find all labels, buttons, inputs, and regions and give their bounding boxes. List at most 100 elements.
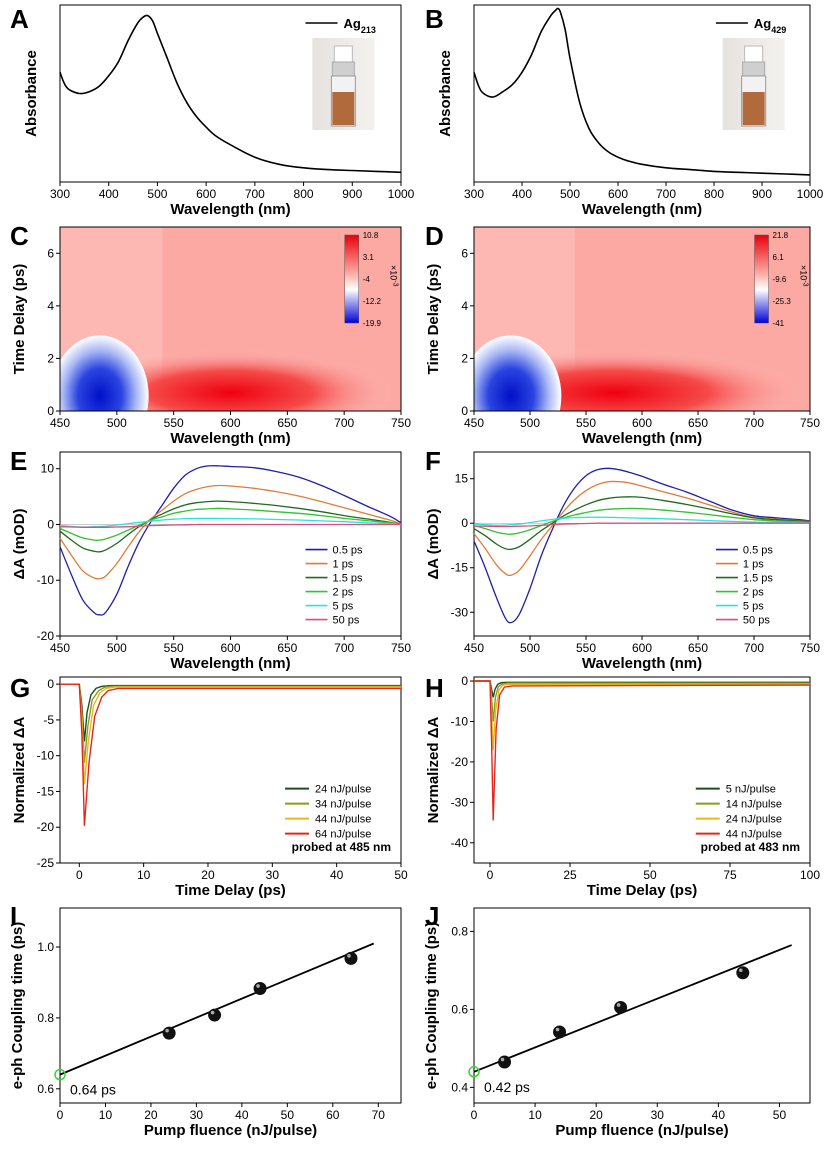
x-tick-label-a: 800 <box>294 187 314 201</box>
x-tick-label-b: 700 <box>656 187 676 201</box>
x-tick-label-h: 50 <box>643 868 657 882</box>
x-tick-label-j: 50 <box>773 1108 787 1122</box>
x-tick-label-f: 500 <box>520 641 540 655</box>
legend-label-a: Ag213 <box>344 16 376 35</box>
y-axis-label-h: Normalized ΔA <box>425 717 442 824</box>
intercept-label-j: 0.42 ps <box>484 1079 530 1095</box>
series-line-g <box>60 683 401 826</box>
x-tick-label-f: 750 <box>800 641 820 655</box>
legend-label-h: 44 nJ/pulse <box>726 829 782 841</box>
data-point-highlight-i <box>210 1010 215 1015</box>
y-axis-label-e: ΔA (mOD) <box>11 508 28 579</box>
x-axis-label-f: Wavelength (nm) <box>582 655 702 672</box>
x-tick-label-h: 75 <box>723 868 737 882</box>
panel-label-d: D <box>425 221 444 251</box>
legend-label-f: 0.5 ps <box>743 545 773 557</box>
x-tick-label-j: 10 <box>528 1108 542 1122</box>
legend-label-e: 5 ps <box>333 601 354 613</box>
x-axis-label-c: Wavelength (nm) <box>170 430 290 447</box>
legend-label-h: 5 nJ/pulse <box>726 784 776 796</box>
x-tick-label-i: 30 <box>190 1108 204 1122</box>
probe-annotation-g: probed at 485 nm <box>292 840 391 854</box>
x-axis-label-e: Wavelength (nm) <box>170 655 290 672</box>
data-point-i <box>253 981 267 995</box>
y-tick-label-g: -25 <box>37 856 55 870</box>
x-tick-label-b: 400 <box>512 187 532 201</box>
legend-label-f: 50 ps <box>743 615 770 627</box>
y-axis-label-j: e-ph Coupling time (ps) <box>423 922 440 1089</box>
y-tick-label-h: -30 <box>451 795 469 809</box>
series-line-f <box>473 507 811 535</box>
data-point-highlight-i <box>347 954 351 958</box>
x-tick-label-h: 100 <box>800 868 820 882</box>
y-tick-label-g: -10 <box>37 749 55 763</box>
x-tick-label-c: 550 <box>164 416 184 430</box>
plot-frame-i <box>59 907 402 1104</box>
x-tick-label-d: 650 <box>688 416 708 430</box>
x-tick-label-f: 600 <box>632 641 652 655</box>
legend-label-g: 24 nJ/pulse <box>315 784 371 796</box>
x-tick-label-a: 1000 <box>388 187 415 201</box>
x-tick-label-e: 700 <box>334 641 354 655</box>
x-tick-label-f: 550 <box>576 641 596 655</box>
probe-annotation-h: probed at 483 nm <box>701 840 800 854</box>
y-tick-label-f: -15 <box>451 561 469 575</box>
x-tick-label-d: 500 <box>520 416 540 430</box>
intercept-label-i: 0.64 ps <box>70 1082 116 1098</box>
x-tick-label-c: 500 <box>107 416 127 430</box>
x-axis-label-g: Time Delay (ps) <box>175 882 286 899</box>
x-tick-label-i: 40 <box>235 1108 249 1122</box>
y-tick-label-i: 1.0 <box>37 940 54 954</box>
y-tick-label-d: 6 <box>461 246 468 260</box>
x-tick-label-b: 1000 <box>797 187 824 201</box>
x-tick-label-a: 700 <box>245 187 265 201</box>
x-tick-label-f: 700 <box>744 641 764 655</box>
y-tick-label-c: 4 <box>47 299 54 313</box>
data-point-highlight-j <box>555 1027 560 1032</box>
x-tick-label-i: 60 <box>326 1108 340 1122</box>
y-tick-label-f: 15 <box>455 472 469 486</box>
series-line-g <box>60 683 401 785</box>
series-line-g <box>60 683 401 763</box>
colorbar-unit-sup-c: -3 <box>392 280 399 286</box>
legend-subscript-b: 429 <box>771 25 786 35</box>
y-tick-label-f: -30 <box>451 605 469 619</box>
x-tick-label-e: 500 <box>107 641 127 655</box>
vial-liquid-a <box>332 92 355 125</box>
fit-line-j <box>473 944 793 1073</box>
x-axis-label-j: Pump fluence (nJ/pulse) <box>555 1122 728 1139</box>
intercept-marker-i <box>54 1068 66 1081</box>
x-tick-label-j: 40 <box>712 1108 726 1122</box>
x-tick-label-f: 650 <box>688 641 708 655</box>
y-tick-label-e: 0 <box>47 517 54 531</box>
x-tick-label-c: 450 <box>50 416 70 430</box>
y-axis-label-c: Time Delay (ps) <box>11 264 28 375</box>
legend-label-e: 0.5 ps <box>333 545 363 557</box>
data-point-i <box>208 1008 222 1022</box>
x-tick-label-i: 50 <box>281 1108 295 1122</box>
y-tick-label-e: -20 <box>37 629 55 643</box>
plot-frame-a <box>59 4 402 183</box>
y-tick-label-f: 0 <box>461 516 468 530</box>
y-tick-label-h: -20 <box>451 755 469 769</box>
colorbar-tick-label-d: -9.6 <box>773 275 787 284</box>
x-tick-label-e: 600 <box>220 641 240 655</box>
colorbar-tick-label-c: -19.9 <box>363 319 382 328</box>
series-line-e <box>59 517 402 528</box>
x-tick-label-c: 700 <box>334 416 354 430</box>
colorbar-c <box>344 234 359 324</box>
legend-label-h: 24 nJ/pulse <box>726 814 782 826</box>
x-tick-label-c: 650 <box>277 416 297 430</box>
legend-label-e: 1.5 ps <box>333 573 363 585</box>
x-tick-label-a: 900 <box>342 187 362 201</box>
x-tick-label-d: 700 <box>744 416 764 430</box>
series-line-h <box>474 680 810 722</box>
x-tick-label-d: 550 <box>576 416 596 430</box>
series-line-f <box>473 516 811 526</box>
x-axis-label-h: Time Delay (ps) <box>587 882 698 899</box>
y-tick-label-c: 6 <box>47 246 54 260</box>
bleach-feature-d <box>474 335 562 411</box>
x-tick-label-d: 450 <box>464 416 484 430</box>
data-point-j <box>736 966 750 980</box>
